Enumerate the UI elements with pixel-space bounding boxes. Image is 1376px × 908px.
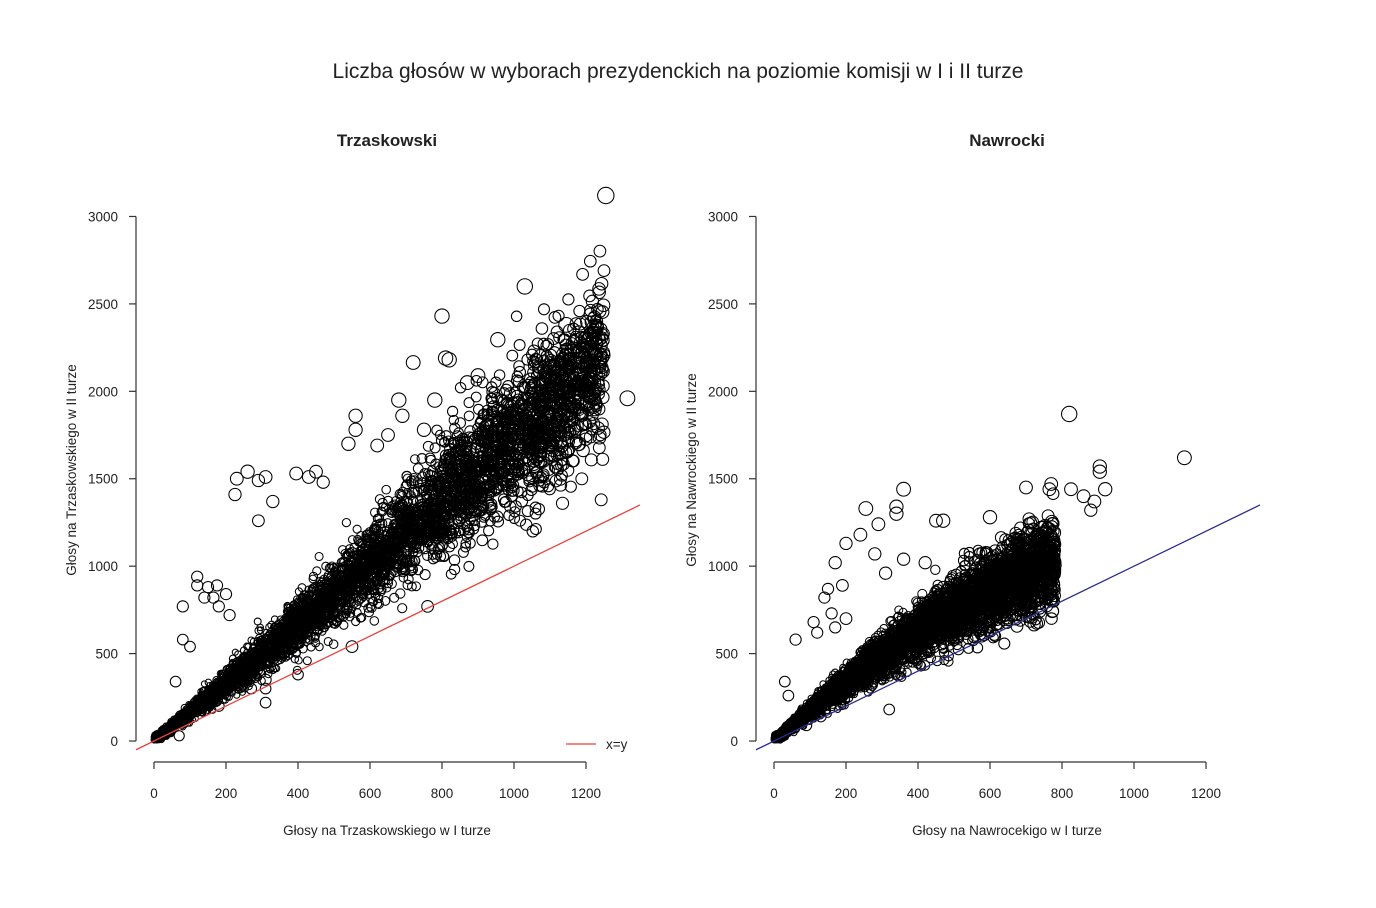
scatter-point: [200, 680, 208, 688]
scatter-point: [302, 656, 312, 666]
scatter-point: [510, 310, 523, 323]
scatter-point: [389, 592, 400, 603]
scatter-point: [596, 452, 610, 466]
figure-title: Liczba głosów w wyborach prezydenckich n…: [333, 60, 1024, 83]
scatter-point: [470, 391, 482, 403]
scatter-point: [476, 534, 489, 547]
scatter-point: [253, 617, 262, 626]
scatter-point: [419, 569, 431, 581]
scatter-point: [409, 454, 420, 465]
scatter-point: [487, 538, 499, 550]
scatter-point: [448, 414, 460, 426]
scatter-point: [562, 293, 575, 306]
scatter-point: [594, 493, 608, 507]
scatter-point: [463, 410, 475, 422]
scatter-point: [314, 551, 324, 562]
scatter-point: [537, 337, 550, 350]
scatter-point: [537, 303, 551, 316]
scatter-point: [290, 655, 300, 664]
scatter-point: [311, 631, 321, 641]
scatter-point: [416, 453, 428, 464]
scatter-point: [483, 525, 495, 537]
scatter-point: [583, 289, 596, 303]
scatter-point: [369, 616, 380, 626]
scatter-point: [526, 525, 540, 538]
panel-title-trzaskowski: Trzaskowski: [337, 131, 437, 150]
panel-trzaskowski: Trzaskowski 0 200 400 600 800 1000 12000500100…: [64, 131, 641, 838]
scatter-point: [381, 484, 392, 495]
scatter-point: [597, 264, 611, 277]
scatter-point: [576, 267, 590, 281]
scatter-point: [513, 339, 526, 351]
scatter-point: [515, 486, 528, 499]
scatter-point: [446, 405, 459, 418]
scatter-point: [540, 339, 553, 352]
scatter-point: [573, 304, 586, 318]
scatter-point: [593, 244, 607, 258]
scatter-point: [554, 478, 568, 492]
scatter-point: [352, 524, 362, 534]
scatter-point: [327, 561, 337, 571]
scatter-point: [463, 560, 475, 572]
scatter-point: [412, 463, 424, 474]
scatter-point: [233, 691, 241, 699]
scatter-point: [341, 517, 352, 528]
scatter-point: [592, 285, 606, 300]
scatter-point: [555, 496, 570, 510]
scatter-point: [457, 546, 469, 558]
scatter-point: [597, 425, 611, 439]
scatter-point: [535, 322, 549, 335]
scatter-point: [583, 254, 597, 268]
scatter-point: [575, 472, 589, 486]
scatter-point: [592, 441, 606, 455]
scatter-point: [395, 588, 406, 599]
scatter-point: [506, 349, 519, 362]
scatter-points-trzaskowski: [150, 186, 636, 744]
scatter-point: [484, 515, 496, 527]
scatter-point: [397, 603, 408, 614]
scatter-point: [323, 636, 333, 647]
scatter-point: [463, 397, 475, 409]
scatter-point: [502, 380, 514, 392]
scatter-point: [470, 374, 483, 387]
scatter-point: [520, 518, 533, 531]
scatter-point: [448, 554, 461, 566]
scatter-point: [548, 311, 562, 324]
scatter-point: [564, 480, 577, 493]
scatter-point: [422, 440, 434, 452]
scatter-point: [584, 453, 598, 467]
